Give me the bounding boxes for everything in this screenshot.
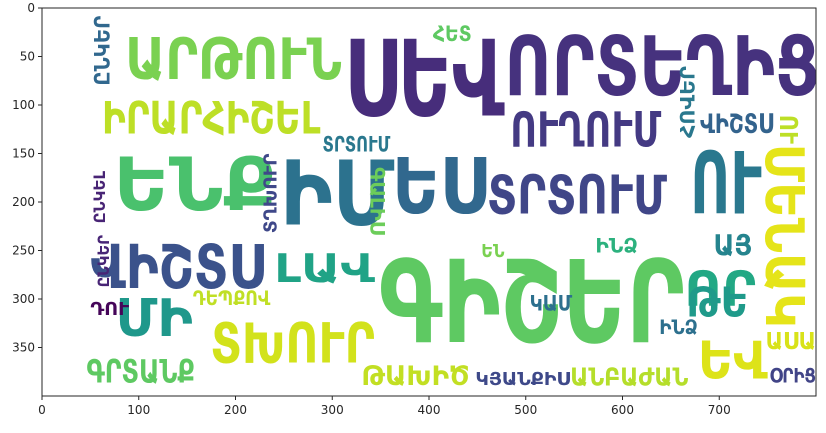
- word-1: ՈՐՏԵՂԻՑ: [505, 20, 820, 115]
- word-8: ՈՒՂՈՒՄ: [510, 103, 661, 159]
- word-15: ԳՐՏԱՆՔ: [86, 352, 194, 390]
- y-tick-label-2: 100: [12, 98, 35, 112]
- word-14: ՄԻ: [116, 289, 193, 349]
- word-22: ՄԵՆԱԿ: [752, 144, 814, 328]
- y-tick-label-6: 300: [12, 292, 35, 306]
- word-3: ԻՄ: [280, 142, 394, 246]
- word-23: ԱՅ: [713, 230, 752, 263]
- word-28: ԿԱՄ: [530, 290, 573, 316]
- y-axis: 0 50 100 150 200 250 300 350: [12, 1, 42, 355]
- word-24: ԹԵ: [686, 279, 748, 327]
- word-11: ՎԻՇՏՍ: [90, 233, 264, 303]
- y-tick-label-4: 200: [12, 195, 35, 209]
- word-19: ԵՎ: [698, 331, 768, 391]
- y-tick-label-5: 250: [12, 244, 35, 258]
- word-39: ԳԱԼԻՍ: [366, 167, 389, 236]
- word-2: ԳԻՇԵՐ: [379, 236, 685, 368]
- word-32: ՈՒ: [774, 115, 804, 144]
- x-tick-label-0: 0: [38, 403, 46, 417]
- word-0: ՍԵՎ: [344, 20, 505, 142]
- word-31: ՀՈՎԵՐ: [676, 66, 699, 138]
- word-37: ԸՆԿԵԼ: [91, 171, 109, 224]
- word-17: ԿՅԱՆՔԻՍ: [475, 369, 570, 389]
- word-4: ԵՍ: [392, 142, 487, 232]
- word-9: ՏՐՏՈՒՄ: [487, 165, 667, 226]
- word-26: ԻՆՁ: [659, 317, 698, 340]
- word-16: ԹԱԽԻԾ: [361, 361, 469, 392]
- word-33: ՀԵՏ: [433, 21, 472, 47]
- word-20: ՕՐԻՑ: [770, 365, 816, 388]
- y-tick-label-3: 150: [12, 147, 35, 161]
- x-tick-label-5: 500: [514, 403, 537, 417]
- word-5: ԵՆՔ: [114, 142, 277, 227]
- word-40: ԴՈՒ: [90, 300, 129, 320]
- x-tick-label-4: 400: [418, 403, 441, 417]
- word-21: ՈՐ: [684, 261, 756, 317]
- x-tick-label-7: 700: [708, 403, 731, 417]
- word-34: ԸՆԿԵՐ: [90, 15, 115, 85]
- x-tick-label-3: 300: [321, 403, 344, 417]
- word-41: ԴԵՊՔՈՎ: [193, 288, 271, 310]
- word-10: ՈՒ: [690, 134, 762, 234]
- word-13: ՏԽՈՒՐ: [210, 311, 374, 376]
- y-tick-label-7: 350: [12, 341, 35, 355]
- y-tick-label-0: 0: [27, 1, 35, 15]
- word-30: ՎԻՇՏՍ: [700, 108, 774, 139]
- word-7: ԻՐԱՐՀԻՇԵԼ: [102, 92, 321, 145]
- x-tick-label-1: 100: [127, 403, 150, 417]
- word-18: ԱՆԲԱԺԱՆ: [570, 362, 688, 392]
- word-12: ԼԱՎ: [274, 246, 375, 292]
- word-25: ԱՍԱ: [766, 328, 816, 355]
- x-axis: 0 100 200 300 400 500 600 700: [38, 396, 731, 417]
- word-38: ԸՆԿԵՐ: [94, 235, 113, 287]
- word-35: ՏՐՏՈՒՄ: [323, 132, 391, 157]
- word-27: ԻՆՁ: [595, 235, 638, 258]
- word-29: ԵՆ: [481, 240, 504, 261]
- word-36: ՏՂԽՈՒՐ: [261, 154, 282, 234]
- x-tick-label-6: 600: [611, 403, 634, 417]
- word-6: ԱՐԹՈՒՆ: [125, 27, 342, 93]
- y-tick-label-1: 50: [20, 50, 35, 64]
- plot-background: [42, 8, 816, 396]
- x-tick-label-2: 200: [224, 403, 247, 417]
